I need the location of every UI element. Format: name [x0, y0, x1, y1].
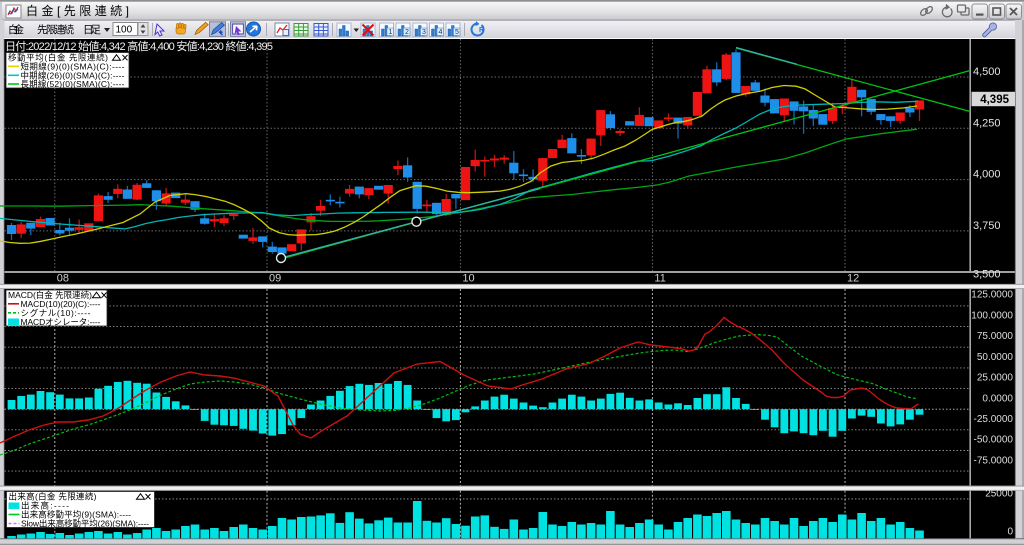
svg-text:シグナル(10):----: シグナル(10):----	[21, 308, 91, 318]
svg-text:5: 5	[455, 29, 459, 36]
svg-text:日足: 日足	[83, 24, 102, 36]
svg-text:4,395: 4,395	[980, 94, 1009, 106]
svg-text:4,250: 4,250	[973, 117, 1001, 129]
svg-text:-50.0000: -50.0000	[974, 435, 1014, 446]
svg-text:白金: 白金	[8, 23, 25, 36]
svg-text:12: 12	[847, 273, 859, 285]
svg-text:50.0000: 50.0000	[977, 352, 1014, 363]
svg-text:短期線(9)(0)(SMA)(C):----: 短期線(9)(0)(SMA)(C):----	[21, 61, 125, 71]
svg-text:Slow出来高移動平均(26)(SMA):----: Slow出来高移動平均(26)(SMA):----	[21, 519, 149, 529]
svg-text:4: 4	[439, 29, 443, 36]
svg-text:出来高:----: 出来高:----	[21, 501, 69, 511]
svg-text:日付:2022/12/12 始値:4,342 高値:4,40: 日付:2022/12/12 始値:4,342 高値:4,400 安値:4,230…	[5, 39, 273, 53]
svg-text:出来高移動平均(9)(SMA):----: 出来高移動平均(9)(SMA):----	[21, 510, 131, 520]
svg-text:R: R	[479, 27, 484, 34]
svg-text:1: 1	[389, 29, 393, 36]
svg-text:3: 3	[422, 29, 426, 36]
svg-text:中期線(26)(0)(SMA)(C):----: 中期線(26)(0)(SMA)(C):----	[21, 70, 125, 80]
svg-text:75.0000: 75.0000	[977, 331, 1014, 342]
svg-text:2: 2	[405, 29, 409, 36]
svg-text:08: 08	[57, 273, 69, 285]
svg-text:25.0000: 25.0000	[977, 373, 1014, 384]
svg-text:4,000: 4,000	[973, 169, 1001, 181]
svg-text:3,750: 3,750	[973, 220, 1001, 232]
svg-text:MACDオシレータ:----: MACDオシレータ:----	[21, 317, 101, 327]
svg-text:0.0000: 0.0000	[982, 393, 1013, 404]
svg-text:0: 0	[1007, 527, 1013, 538]
svg-text:10: 10	[462, 273, 474, 285]
svg-text:-25.0000: -25.0000	[974, 414, 1014, 425]
svg-text:3,500: 3,500	[973, 269, 1001, 281]
svg-text:25000: 25000	[985, 489, 1013, 500]
svg-text:125.0000: 125.0000	[971, 290, 1013, 301]
svg-text:100.0000: 100.0000	[971, 310, 1013, 321]
svg-text:09: 09	[269, 273, 281, 285]
svg-text:出来高(白金 先限連続): 出来高(白金 先限連続)	[9, 492, 97, 502]
svg-text:MACD(白金 先限連続): MACD(白金 先限連続)	[8, 290, 92, 300]
svg-text:11: 11	[654, 273, 665, 285]
svg-text:4,500: 4,500	[973, 66, 1001, 78]
svg-text:長期線(52)(0)(SMA)(C):----: 長期線(52)(0)(SMA)(C):----	[21, 79, 125, 89]
svg-text:移動平均(白金 先限連続): 移動平均(白金 先限連続)	[8, 53, 108, 63]
svg-text:-75.0000: -75.0000	[974, 456, 1014, 467]
svg-text:先限連続: 先限連続	[37, 23, 75, 36]
svg-text:MACD(10)(20)(C):----: MACD(10)(20)(C):----	[21, 299, 101, 309]
svg-text:100: 100	[116, 25, 133, 36]
